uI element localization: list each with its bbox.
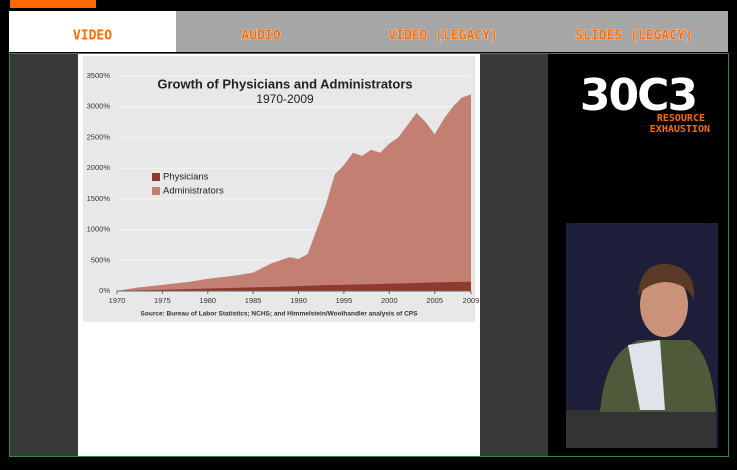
y-tick-label: 500%	[91, 255, 111, 264]
chart-subtitle: 1970-2009	[256, 92, 314, 106]
legend-swatch	[152, 173, 160, 181]
tab[interactable]: SLIDES (LEGACY)	[540, 11, 728, 52]
x-tick-label: 1975	[154, 296, 171, 305]
x-tick-label: 2000	[381, 296, 398, 305]
tab-background	[9, 11, 176, 52]
y-tick-label: 3000%	[87, 102, 111, 111]
tab-background	[346, 11, 540, 52]
tab-label: AUDIO	[241, 29, 280, 44]
tab-label: VIDEO	[73, 29, 112, 44]
chart-title: Growth of Physicians and Administrators	[157, 76, 412, 91]
legend-label: Administrators	[163, 186, 224, 197]
y-tick-label: 0%	[99, 286, 110, 295]
y-tick-label: 1500%	[87, 194, 111, 203]
x-tick-label: 1985	[245, 296, 262, 305]
speaker-shirt	[628, 340, 665, 410]
legend-label: Physicians	[163, 172, 209, 183]
x-tick-label: 1980	[199, 296, 216, 305]
speaker-head	[640, 273, 688, 337]
speaker-video	[566, 223, 718, 448]
tab-background	[540, 11, 728, 52]
tab[interactable]: AUDIO	[176, 11, 346, 52]
speaker-hair	[638, 263, 695, 300]
x-tick-label: 2005	[426, 296, 443, 305]
tab-bar: VIDEO AUDIO VIDEO (LEGACY) SLIDES (LEGACY)	[9, 11, 728, 52]
y-tick-label: 2500%	[87, 132, 111, 141]
x-tick-label: 1995	[336, 296, 353, 305]
chart: Growth of Physicians and Administrators …	[87, 71, 480, 318]
tab[interactable]: VIDEO	[9, 11, 176, 52]
x-tick-label: 2009	[463, 296, 480, 305]
y-tick-label: 3500%	[87, 71, 111, 80]
area	[117, 281, 471, 291]
logo-line: EXHAUSTION	[650, 124, 710, 135]
x-tick-label: 1990	[290, 296, 307, 305]
y-tick-label: 1000%	[87, 225, 111, 234]
site-logo-cropped	[10, 0, 96, 8]
area	[117, 94, 471, 291]
lectern	[566, 410, 716, 448]
x-tick-label: 1970	[109, 296, 126, 305]
legend-swatch	[152, 187, 160, 195]
chart-source: Source: Bureau of Labor Statistics; NCHS…	[141, 311, 419, 318]
y-tick-label: 2000%	[87, 163, 111, 172]
tab-background	[176, 11, 346, 52]
tab-label: SLIDES (LEGACY)	[575, 29, 692, 44]
event-logo: 30C3 RESOURCE EXHAUSTION	[580, 70, 710, 135]
tab[interactable]: VIDEO (LEGACY)	[346, 11, 540, 52]
logo-line: RESOURCE	[657, 113, 705, 124]
logo-mark: 30C3	[580, 70, 696, 121]
tab-label: VIDEO (LEGACY)	[388, 29, 498, 44]
